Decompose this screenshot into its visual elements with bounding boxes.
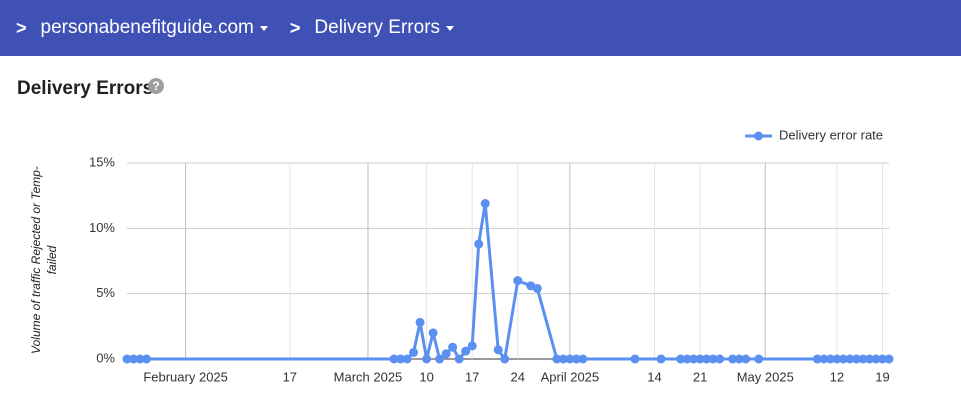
data-point — [832, 354, 842, 364]
data-point — [656, 354, 666, 364]
data-point — [129, 354, 139, 364]
legend-label: Delivery error rate — [779, 127, 883, 142]
domain-menu[interactable]: personabenefitguide.com — [41, 17, 268, 39]
x-tick-label: April 2025 — [541, 369, 600, 384]
data-point — [500, 354, 510, 364]
x-tick-label: 24 — [511, 369, 525, 384]
data-point — [461, 346, 471, 356]
domain[interactable]: personabenefitguide.com — [40, 17, 254, 38]
data-point — [454, 354, 464, 364]
data-point — [402, 354, 412, 364]
x-tick-label: March 2025 — [334, 369, 403, 384]
data-point — [708, 354, 718, 364]
chevron: > — [16, 17, 27, 38]
x-tick-label: 19 — [875, 369, 889, 384]
top-bar: > personabenefitguide.com > Delivery Err… — [0, 0, 961, 56]
data-point — [884, 354, 894, 364]
data-point — [448, 342, 458, 352]
data-point — [409, 347, 419, 357]
data-point — [858, 354, 868, 364]
data-point — [702, 354, 712, 364]
y-tick-label: 5% — [96, 285, 115, 300]
data-point — [493, 345, 503, 355]
data-point — [825, 354, 835, 364]
legend-swatch — [754, 131, 763, 141]
data-point — [754, 354, 764, 364]
data-point — [415, 317, 425, 327]
data-point — [428, 328, 438, 338]
data-point — [532, 283, 542, 293]
data-point — [695, 354, 705, 364]
y-axis-label: Volume of traffic Rejected or Temp-faile… — [29, 166, 59, 354]
data-point — [122, 354, 132, 364]
data-point — [741, 354, 751, 364]
data-point — [851, 354, 861, 364]
data-point — [838, 354, 848, 364]
data-point — [864, 354, 874, 364]
help-icon[interactable]: ? — [148, 78, 164, 94]
data-point — [142, 354, 152, 364]
data-point — [578, 354, 588, 364]
data-point — [715, 354, 725, 364]
data-point — [565, 354, 575, 364]
x-tick-label: 21 — [693, 369, 707, 384]
data-point — [877, 354, 887, 364]
x-tick-label: 17 — [465, 369, 479, 384]
x-tick-label: 10 — [419, 369, 433, 384]
data-point — [676, 354, 686, 364]
data-point — [435, 354, 445, 364]
data-point — [441, 349, 451, 359]
data-point — [689, 354, 699, 364]
data-point — [396, 354, 406, 364]
data-point — [480, 199, 490, 209]
series-line — [127, 202, 889, 361]
x-tick-label: 14 — [647, 369, 661, 384]
data-point — [474, 239, 484, 249]
data-point — [467, 341, 477, 351]
data-point — [558, 354, 568, 364]
x-tick-label: February 2025 — [143, 369, 228, 384]
data-point — [819, 354, 829, 364]
y-tick-label: 15% — [89, 154, 115, 169]
data-point — [389, 354, 399, 364]
data-point — [728, 354, 738, 364]
x-tick-label: May 2025 — [737, 369, 794, 384]
data-point — [571, 354, 581, 364]
y-tick-label: 0% — [96, 350, 115, 365]
chevron: > — [289, 17, 301, 38]
page-menu[interactable]: Delivery Errors — [314, 17, 455, 39]
data-point — [682, 354, 692, 364]
data-point — [552, 354, 562, 364]
data-point — [845, 354, 855, 364]
x-tick-label: 17 — [283, 369, 297, 384]
caret — [259, 25, 268, 31]
data-point — [422, 354, 432, 364]
caret — [446, 25, 455, 31]
data-point — [734, 354, 744, 364]
data-point — [513, 276, 523, 286]
x-tick-label: 12 — [830, 369, 844, 384]
page-name[interactable]: Delivery Errors — [314, 17, 441, 38]
data-point — [630, 354, 640, 364]
data-point — [871, 354, 881, 364]
data-point — [135, 354, 145, 364]
y-tick-label: 10% — [89, 220, 115, 235]
section-title: Delivery Errors — [17, 78, 154, 99]
data-point — [812, 354, 822, 364]
